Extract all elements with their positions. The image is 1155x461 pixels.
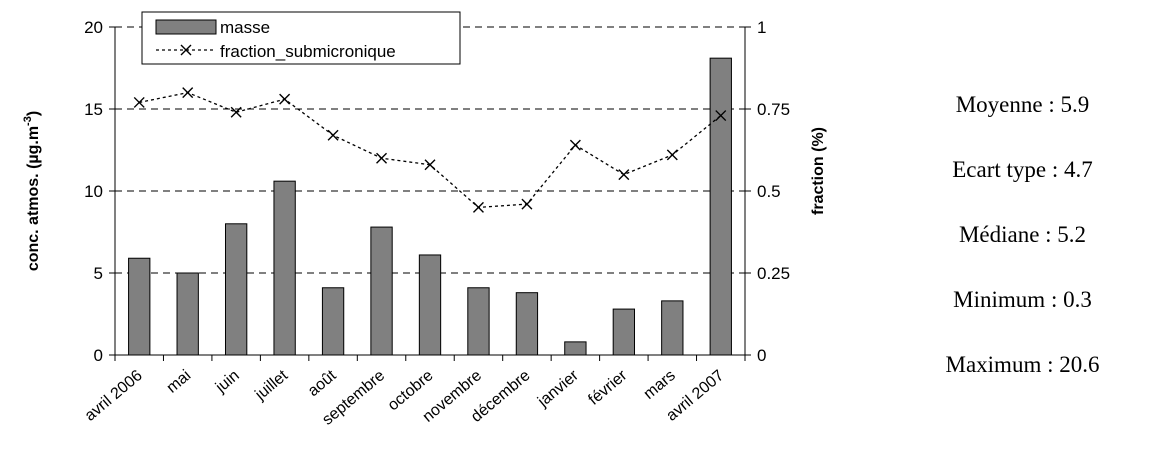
point bbox=[715, 110, 727, 122]
legend-label-masse: masse bbox=[220, 18, 270, 37]
point bbox=[618, 169, 630, 181]
stat-value: 20.6 bbox=[1059, 352, 1100, 377]
category-label: février bbox=[585, 367, 630, 409]
bar bbox=[661, 300, 684, 356]
series-line bbox=[139, 91, 722, 209]
y-tick-label: 0 bbox=[94, 346, 103, 365]
category-label: avril 2006 bbox=[82, 367, 146, 425]
stat-separator: : bbox=[1046, 157, 1064, 182]
bar bbox=[176, 272, 199, 356]
stat-0: Moyenne : 5.9 bbox=[895, 85, 1150, 150]
stat-1: Ecart type : 4.7 bbox=[895, 150, 1150, 215]
bar bbox=[709, 57, 732, 356]
point bbox=[182, 87, 194, 99]
point bbox=[376, 152, 388, 164]
category-label: août bbox=[305, 367, 340, 400]
y2-tick-label: 0.5 bbox=[757, 182, 781, 201]
y-tick-label: 10 bbox=[84, 182, 103, 201]
stat-label: Ecart type bbox=[952, 157, 1047, 182]
stat-3: Minimum : 0.3 bbox=[895, 280, 1150, 345]
y2-axis-title: fraction (%) bbox=[810, 127, 827, 215]
point bbox=[521, 198, 533, 210]
bar bbox=[128, 257, 151, 356]
category-label: mars bbox=[641, 367, 679, 403]
point bbox=[133, 96, 145, 108]
category-label: mai bbox=[164, 367, 195, 397]
stat-label: Minimum bbox=[953, 287, 1046, 312]
stat-separator: : bbox=[1041, 352, 1060, 377]
stat-label: Maximum bbox=[945, 352, 1042, 377]
legend-label-fraction: fraction_submicronique bbox=[220, 42, 396, 61]
y2-tick-label: 0.75 bbox=[757, 100, 790, 119]
legend-bar-swatch bbox=[155, 19, 217, 35]
category-label: juin bbox=[212, 367, 243, 397]
stat-label: Médiane bbox=[958, 222, 1040, 247]
point bbox=[279, 93, 291, 105]
stat-value: 5.2 bbox=[1057, 222, 1087, 247]
y-tick-label: 20 bbox=[84, 18, 103, 37]
bar bbox=[273, 180, 296, 356]
stat-value: 0.3 bbox=[1063, 287, 1092, 312]
y2-tick-label: 0 bbox=[757, 346, 766, 365]
stat-separator: : bbox=[1039, 222, 1058, 247]
y2-tick-label: 1 bbox=[757, 18, 766, 37]
bar bbox=[321, 287, 345, 356]
bar bbox=[370, 226, 393, 356]
y-tick-label: 15 bbox=[84, 100, 103, 119]
y-axis-title: conc. atmos. (µg.m-3) bbox=[22, 111, 42, 271]
chart: 0 5 10 15 20 0 0.25 0.5 0.75 1 avril 2006 mai juin ju… bbox=[22, 11, 827, 429]
category-label: juillet bbox=[252, 367, 292, 404]
point bbox=[424, 159, 436, 171]
bar bbox=[224, 223, 248, 356]
bar bbox=[612, 308, 636, 356]
point bbox=[569, 139, 581, 151]
legend-marker bbox=[180, 44, 192, 56]
stat-separator: : bbox=[1045, 287, 1064, 312]
point bbox=[327, 129, 339, 141]
stat-separator: : bbox=[1042, 92, 1061, 117]
stat-value: 4.7 bbox=[1064, 157, 1093, 182]
bar bbox=[418, 254, 442, 356]
y-tick-label: 5 bbox=[94, 264, 103, 283]
stat-2: Médiane : 5.2 bbox=[895, 215, 1150, 280]
stat-value: 5.9 bbox=[1060, 92, 1090, 117]
point bbox=[472, 201, 484, 213]
point bbox=[230, 106, 242, 118]
category-label: janvier bbox=[534, 367, 582, 411]
stats-panel: Moyenne : 5.9 Ecart type : 4.7 Médiane : 5… bbox=[895, 85, 1150, 410]
bar bbox=[564, 341, 587, 356]
y2-tick-label: 0.25 bbox=[757, 264, 790, 283]
stat-4: Maximum : 20.6 bbox=[895, 345, 1150, 410]
stat-label: Moyenne bbox=[955, 92, 1043, 117]
bar bbox=[467, 287, 490, 356]
bar bbox=[515, 292, 539, 356]
point bbox=[666, 149, 678, 161]
